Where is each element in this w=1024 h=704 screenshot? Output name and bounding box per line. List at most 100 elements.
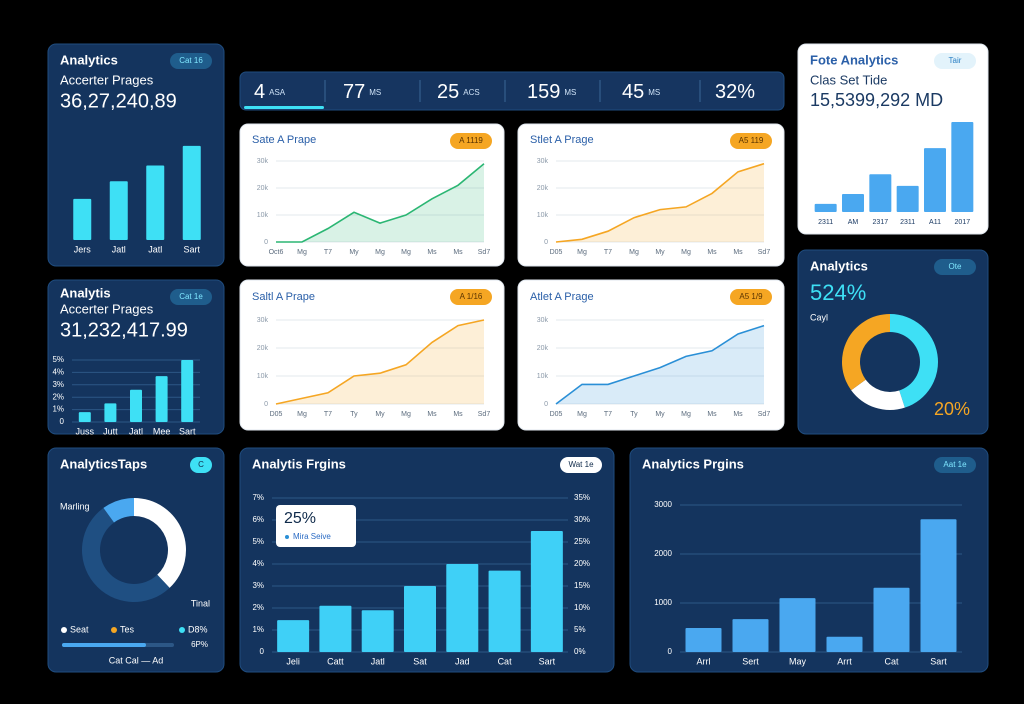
card-title: AnalyticsTaps (60, 456, 147, 471)
kpi-value: 25 (437, 81, 459, 103)
card (47, 43, 225, 267)
badge[interactable] (190, 457, 212, 473)
x-tick-label: Mg (297, 249, 307, 256)
y-tick-label: 1000 (654, 598, 672, 607)
x-tick-label: Sart (179, 426, 196, 436)
card (517, 123, 785, 267)
bar (896, 185, 919, 212)
x-tick-label: Ms (707, 411, 717, 418)
bar (104, 403, 117, 422)
badge[interactable] (730, 289, 772, 305)
bar (109, 181, 128, 240)
x-tick-label: Jatl (112, 244, 126, 254)
bar (826, 636, 863, 652)
tooltip-value: 25% (284, 510, 316, 527)
x-tick-label: Jatl (148, 244, 162, 254)
card-title: Atlet A Prage (530, 291, 594, 303)
badge[interactable] (934, 53, 976, 69)
bar (361, 610, 394, 652)
kpi-value: 159 (527, 81, 560, 103)
x-tick-label: My (375, 411, 385, 418)
y-tick-label: 1% (252, 625, 264, 634)
card-subtitle: Cayl (810, 312, 828, 322)
y2-tick-label: 10% (574, 603, 590, 612)
y2-tick-label: 25% (574, 537, 590, 546)
x-tick-label: My (349, 249, 359, 256)
x-tick-label: Mg (577, 249, 587, 256)
card-title: Sate A Prape (252, 134, 316, 146)
x-tick-label: Jutt (103, 426, 118, 436)
kpi-unit: MS (369, 88, 381, 97)
card-headline: 15,5399,292 MD (810, 90, 943, 110)
kpi-unit: ACS (463, 88, 479, 97)
badge-label[interactable]: Aat 1e (943, 460, 967, 469)
y2-tick-label: 20% (574, 559, 590, 568)
x-tick-label: 2317 (873, 219, 889, 226)
bar (924, 148, 946, 212)
x-tick-label: 2311 (818, 219, 833, 226)
kpi-item: 25 ACS (437, 81, 480, 103)
bar (732, 619, 769, 652)
card-headline: 524% (810, 280, 866, 305)
badge-label[interactable]: Cat 16 (179, 56, 203, 65)
bar (78, 412, 91, 422)
card (797, 249, 989, 435)
x-tick-label: T7 (604, 249, 612, 256)
badge-label[interactable]: Ote (949, 262, 962, 271)
area (276, 163, 484, 242)
y-tick-label: 2000 (654, 549, 672, 558)
tooltip-label: Mira Seive (293, 532, 331, 541)
x-tick-label: 2017 (955, 219, 971, 226)
y2-tick-label: 15% (574, 581, 590, 590)
badge[interactable] (934, 457, 976, 473)
card-subtitle: Clas Set Tide (810, 72, 887, 87)
bar (814, 203, 837, 212)
card-title: Saltl A Prape (252, 291, 315, 303)
badge-label[interactable]: A5 119 (739, 136, 764, 145)
badge[interactable] (730, 133, 772, 149)
x-tick-label: Sart (183, 244, 200, 254)
x-tick-label: Jatl (371, 656, 385, 666)
badge[interactable] (560, 457, 602, 473)
area (276, 320, 484, 404)
bar (146, 165, 165, 240)
x-tick-label: Ms (427, 249, 437, 256)
badge[interactable] (170, 53, 212, 69)
y-tick-label: 20k (257, 185, 269, 192)
badge[interactable] (934, 259, 976, 275)
x-tick-label: Jatl (129, 426, 143, 436)
tooltip (276, 505, 356, 547)
badge-label[interactable]: A 1119 (459, 136, 483, 145)
x-tick-label: Ms (453, 249, 463, 256)
y-tick-label: 7% (252, 493, 264, 502)
x-tick-label: Mg (629, 249, 639, 256)
tooltip-dot (285, 535, 289, 539)
badge-label[interactable]: Wat 1e (568, 460, 594, 469)
y-tick-label: 0 (60, 417, 65, 426)
badge[interactable] (450, 289, 492, 305)
x-tick-label: Ms (733, 249, 743, 256)
card-subtitle: Accerter Prages (60, 301, 154, 316)
kpi-progress (244, 106, 324, 109)
badge-label[interactable]: Cat 1e (179, 292, 203, 301)
kpi-value: 77 (343, 81, 365, 103)
line (276, 163, 485, 243)
y-tick-label: 30k (257, 158, 269, 165)
bar (869, 174, 892, 212)
badge-label[interactable]: A 1/16 (460, 292, 483, 301)
badge[interactable] (450, 133, 492, 149)
legend-label: D8% (188, 624, 208, 634)
progress-label: 6P% (191, 640, 208, 649)
y-tick-label: 10k (257, 373, 269, 380)
y-tick-label: 10k (257, 212, 269, 219)
x-tick-label: D05 (270, 411, 283, 418)
badge-label[interactable]: A5 1/9 (739, 292, 763, 301)
badge-label[interactable]: C (198, 460, 204, 469)
badge-label[interactable]: Tair (949, 56, 962, 65)
y-tick-label: 5% (52, 355, 64, 364)
legend-label: Seat (70, 624, 89, 634)
bar (530, 531, 563, 652)
x-tick-label: Ms (453, 411, 463, 418)
badge[interactable] (170, 289, 212, 305)
